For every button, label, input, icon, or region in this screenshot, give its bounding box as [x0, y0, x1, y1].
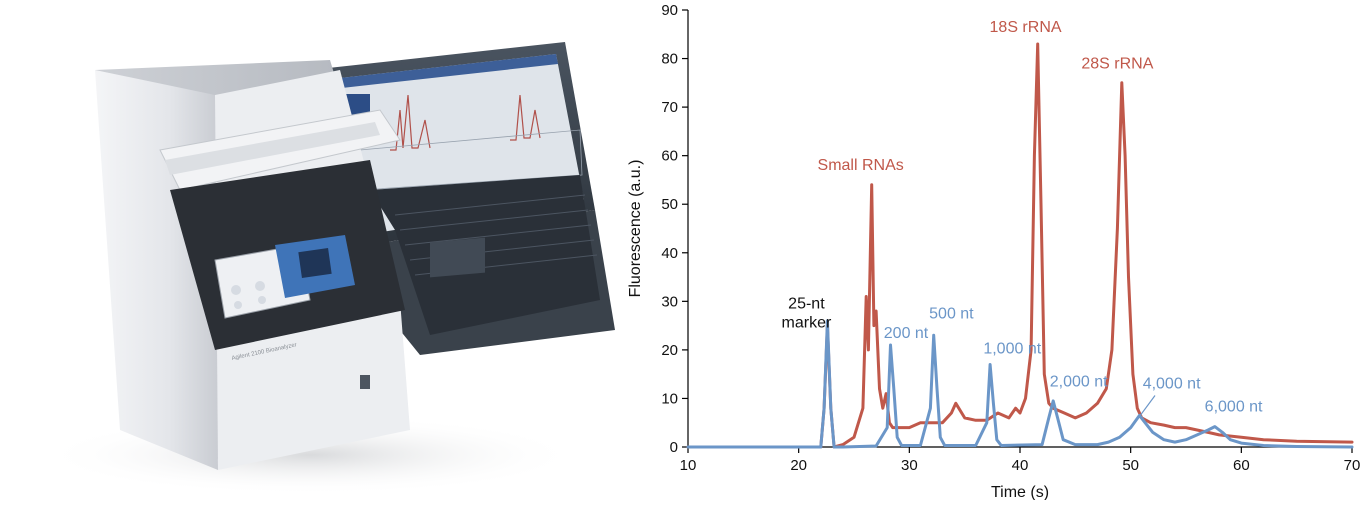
bioanalyzer-instrument-with-laptop-photo-icon: Agilent 2100 Bioanalyzer — [40, 42, 615, 495]
x-tick-label: 30 — [901, 457, 918, 474]
rna-sample-trace — [686, 42, 1354, 449]
y-tick-label: 90 — [661, 2, 678, 19]
laptop — [310, 42, 615, 355]
peak-annotation: 28S rRNA — [1081, 55, 1153, 72]
peak-annotation: 200 nt — [884, 325, 929, 342]
peak-annotation: 500 nt — [929, 305, 974, 322]
peak-annotation: 2,000 nt — [1050, 373, 1108, 390]
x-tick-label: 60 — [1233, 457, 1250, 474]
y-tick-label: 10 — [661, 390, 678, 407]
ladder-trace — [686, 319, 1354, 449]
peak-annotation: 25-nt marker — [782, 296, 832, 332]
x-tick-label: 40 — [1012, 457, 1029, 474]
x-axis-title: Time (s) — [991, 484, 1049, 500]
x-tick-label: 10 — [680, 457, 697, 474]
y-tick-label: 70 — [661, 99, 678, 116]
peak-annotation: 1,000 nt — [983, 340, 1041, 357]
instrument-photo: Agilent 2100 Bioanalyzer — [0, 0, 620, 500]
y-axis-title: Fluorescence (a.u.) — [627, 160, 644, 298]
annotation-leader-line — [1140, 395, 1156, 416]
y-tick-label: 20 — [661, 342, 678, 359]
y-tick-label: 0 — [670, 439, 678, 456]
x-tick-label: 70 — [1344, 457, 1361, 474]
y-tick-label: 60 — [661, 148, 678, 165]
peak-annotation: 18S rRNA — [990, 19, 1062, 36]
x-tick-label: 50 — [1122, 457, 1139, 474]
peak-annotation: 6,000 nt — [1205, 399, 1263, 416]
y-tick-label: 50 — [661, 196, 678, 213]
x-tick-label: 20 — [790, 457, 807, 474]
axes — [687, 10, 1352, 448]
peak-annotation: Small RNAs — [818, 157, 904, 174]
y-tick-label: 80 — [661, 51, 678, 68]
y-tick-label: 30 — [661, 293, 678, 310]
y-tick-label: 40 — [661, 245, 678, 262]
peak-annotation: 4,000 nt — [1143, 376, 1201, 393]
electropherogram-chart: 10 20 30 40 50 60 70 0 10 20 30 40 50 60 70 80 90 25-nt m… — [620, 0, 1363, 501]
